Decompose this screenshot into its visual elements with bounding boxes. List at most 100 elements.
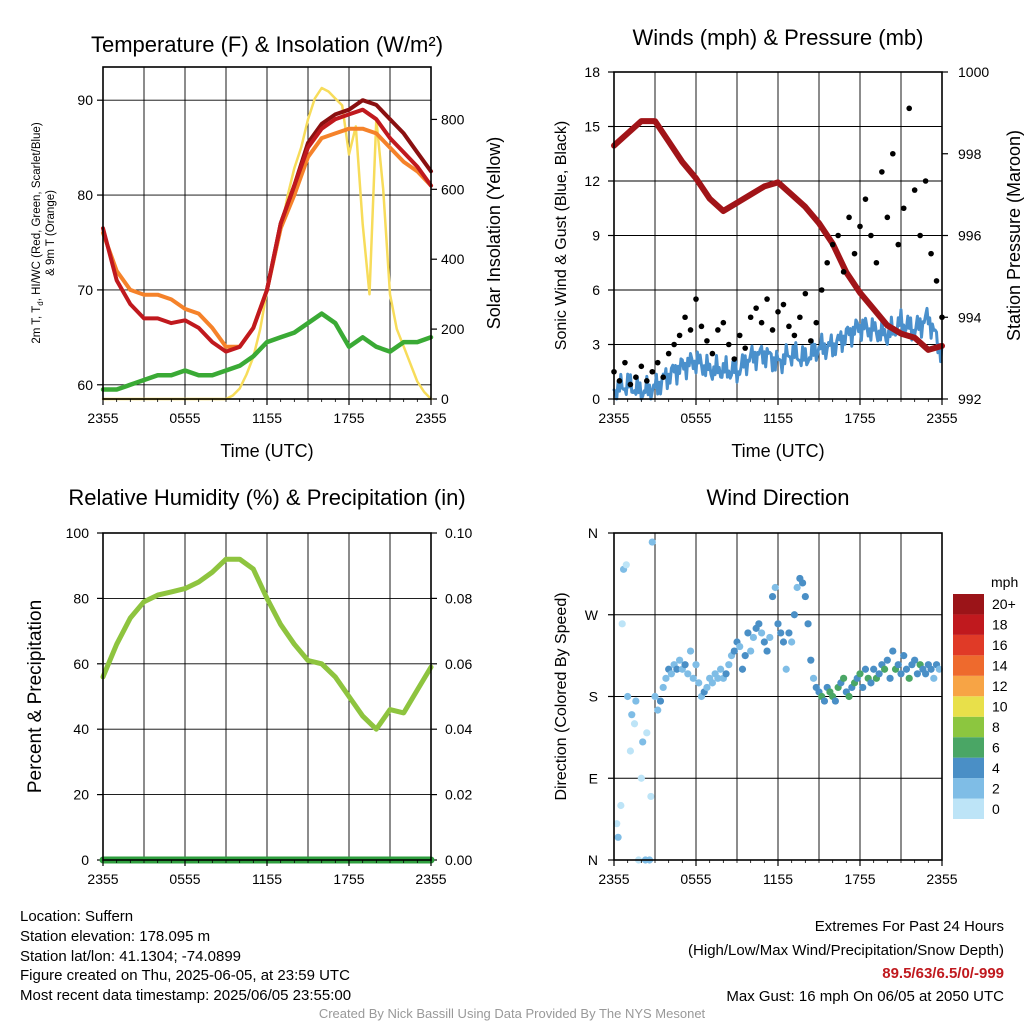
direction-point: [673, 665, 681, 673]
legend-label: 18: [992, 617, 1008, 633]
gust-point: [928, 250, 934, 257]
y-tick-label: 6: [592, 282, 600, 298]
legend-label: 14: [992, 658, 1008, 674]
direction-point: [771, 583, 779, 592]
x-axis-label: Time (UTC): [220, 441, 313, 461]
gust-point: [742, 345, 748, 351]
gust-point: [726, 341, 732, 348]
y2-axis-label: Solar Insolation (Yellow): [484, 137, 504, 329]
gust-point: [649, 368, 656, 375]
x-tick-label: 2355: [415, 410, 446, 426]
direction-point: [883, 656, 891, 664]
chart-title: Temperature (F) & Insolation (W/m²): [91, 32, 443, 57]
gust-point: [627, 381, 634, 388]
x-tick-label: 1155: [252, 871, 282, 887]
gust-point: [890, 150, 896, 157]
direction-point: [897, 670, 905, 678]
direction-point: [741, 652, 749, 660]
x-tick-label: 2355: [598, 410, 629, 426]
direction-point: [758, 629, 766, 637]
direction-point: [686, 647, 695, 655]
direction-point: [648, 538, 656, 546]
y-tick-label: 0: [592, 391, 600, 407]
direction-point: [889, 647, 897, 655]
gust-point: [868, 232, 874, 239]
direction-point: [881, 665, 889, 673]
direction-point: [676, 656, 684, 664]
direction-point: [736, 642, 744, 651]
direction-point: [870, 665, 878, 673]
x-tick-label: 2355: [598, 871, 629, 887]
gust-point: [797, 314, 803, 321]
gust-point: [879, 169, 885, 175]
direction-point: [747, 647, 755, 655]
y-tick-label: 90: [77, 92, 93, 108]
y2-tick-label: 200: [441, 321, 465, 337]
direction-point: [630, 720, 639, 728]
gust-point: [671, 341, 677, 348]
gust-point: [911, 187, 918, 193]
direction-point: [867, 679, 875, 687]
direction-point: [809, 674, 818, 682]
y2-tick-label: 0: [441, 391, 449, 407]
y2-tick-label: 1000: [958, 64, 989, 80]
y-axis-label: Sonic Wind & Gust (Blue, Black): [553, 121, 570, 350]
gust-point: [884, 214, 891, 221]
gust-point: [638, 363, 645, 370]
gust-point: [895, 241, 902, 248]
x-tick-label: 0555: [680, 871, 711, 887]
y-tick-label: 20: [73, 787, 89, 803]
direction-point: [768, 592, 777, 601]
y-tick-label: W: [585, 607, 599, 623]
legend-label: 20+: [992, 596, 1016, 612]
direction-point: [689, 674, 697, 682]
gust-point: [731, 356, 738, 362]
gust-point: [654, 359, 661, 366]
recent-data-text: Most recent data timestamp: 2025/06/05 2…: [20, 987, 352, 1004]
gust-point: [906, 105, 912, 112]
direction-point: [651, 692, 659, 701]
direction-point: [927, 665, 935, 673]
series-dewpoint: [100, 311, 434, 392]
y-tick-label: 9: [592, 228, 600, 244]
x-tick-label: 2355: [926, 410, 957, 426]
gust-point: [736, 332, 743, 339]
gust-point: [715, 327, 721, 333]
direction-point: [766, 633, 774, 642]
direction-point: [614, 833, 622, 841]
gust-point: [857, 223, 863, 230]
gust-point: [665, 350, 672, 357]
direction-point: [681, 661, 689, 669]
legend-swatch: [953, 716, 984, 738]
latlon-text: Station lat/lon: 41.1304; -74.0899: [20, 948, 242, 965]
direction-point: [667, 670, 676, 678]
y2-axis-label: Station Pressure (Maroon): [1004, 130, 1024, 341]
direction-point: [840, 674, 848, 682]
panel-1: 2m T, Td, HI/WC (Red, Green, Scarlet/Blu…: [31, 66, 437, 405]
legend-label: 4: [992, 760, 1000, 776]
gust-point: [709, 350, 716, 357]
gust-point: [698, 323, 705, 330]
chart-title: Wind Direction: [706, 485, 849, 510]
direction-point: [656, 697, 665, 705]
y-tick-label: 80: [73, 590, 89, 606]
extremes-title: Extremes For Past 24 Hours: [814, 918, 1004, 935]
legend-swatch: [953, 778, 984, 799]
direction-point: [845, 692, 853, 701]
gust-point: [922, 178, 929, 184]
legend-label: 2: [992, 780, 1000, 796]
direction-point: [744, 629, 752, 637]
chart-title: Winds (mph) & Pressure (mb): [633, 25, 924, 50]
direction-point: [749, 633, 758, 642]
gust-point: [840, 269, 847, 275]
direction-point: [626, 747, 635, 755]
gust-point: [786, 323, 792, 330]
y-tick-label: 70: [77, 282, 93, 298]
direction-point: [902, 665, 911, 673]
gust-point: [622, 359, 628, 366]
direction-point: [922, 670, 930, 678]
gust-point: [917, 232, 923, 239]
direction-point: [717, 665, 725, 673]
y-tick-label: 40: [73, 721, 89, 737]
direction-point: [875, 670, 883, 678]
